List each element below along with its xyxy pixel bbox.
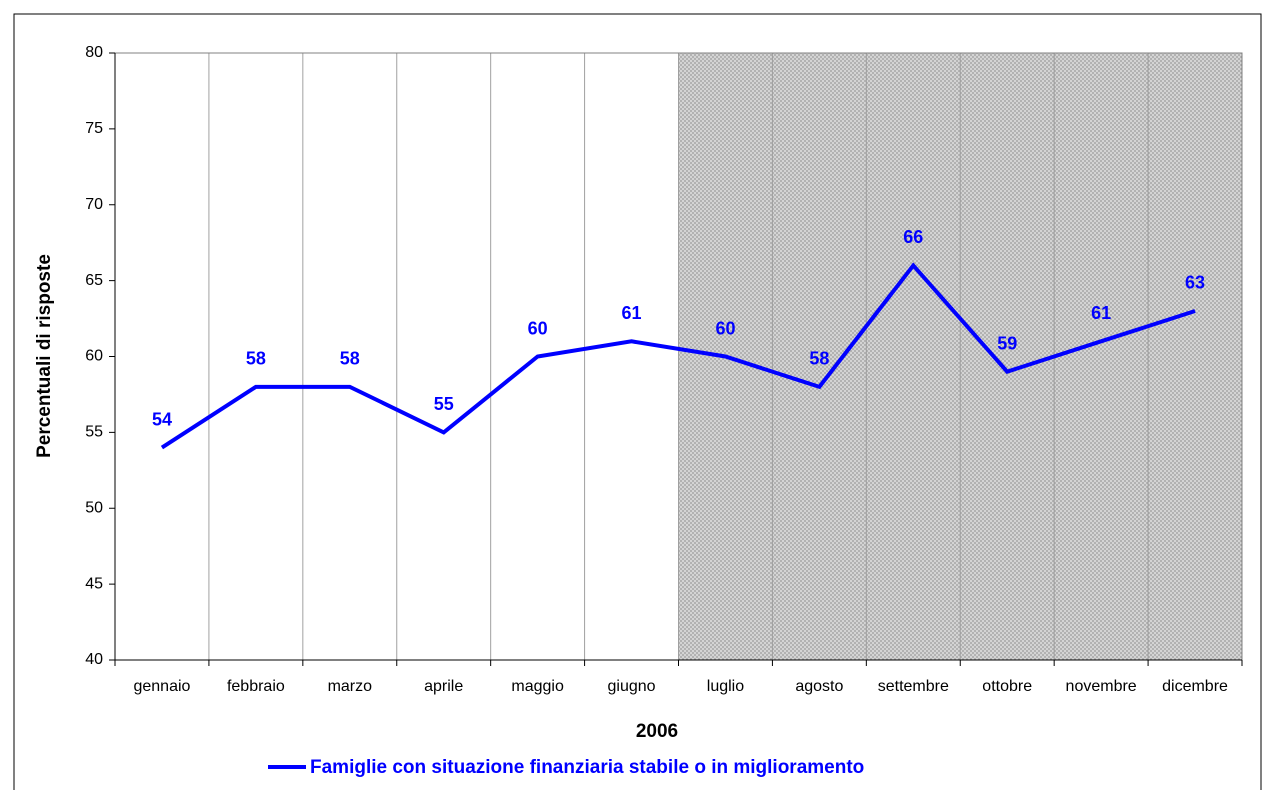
y-tick-label: 60 [85, 348, 103, 365]
data-label: 59 [997, 333, 1017, 353]
x-tick-label: marzo [328, 678, 373, 695]
data-label: 63 [1185, 273, 1205, 293]
y-tick-label: 80 [85, 44, 103, 61]
x-tick-label: agosto [795, 678, 843, 695]
x-tick-label: aprile [424, 678, 463, 695]
y-tick-label: 45 [85, 575, 103, 592]
data-label: 66 [903, 227, 923, 247]
data-label: 61 [1091, 303, 1111, 323]
y-tick-label: 50 [85, 499, 103, 516]
x-tick-label: ottobre [982, 678, 1032, 695]
x-tick-label: maggio [511, 678, 564, 695]
x-tick-label: dicembre [1162, 678, 1228, 695]
y-tick-label: 75 [85, 120, 103, 137]
x-tick-label: giugno [608, 678, 656, 695]
y-tick-label: 70 [85, 196, 103, 213]
data-label: 58 [340, 349, 360, 369]
x-axis-label: 2006 [636, 721, 678, 742]
x-tick-label: settembre [878, 678, 949, 695]
data-label: 60 [528, 318, 548, 338]
x-tick-label: novembre [1066, 678, 1137, 695]
data-label: 58 [809, 349, 829, 369]
data-label: 58 [246, 349, 266, 369]
y-tick-label: 40 [85, 651, 103, 668]
chart-border [13, 13, 1262, 790]
data-label: 54 [152, 409, 172, 429]
x-tick-label: gennaio [133, 678, 190, 695]
y-tick-label: 55 [85, 424, 103, 441]
x-tick-label: febbraio [227, 678, 285, 695]
legend-label: Famiglie con situazione finanziaria stab… [310, 757, 864, 778]
data-label: 60 [715, 318, 735, 338]
x-tick-label: luglio [707, 678, 744, 695]
data-label: 55 [434, 394, 454, 414]
data-label: 61 [622, 303, 642, 323]
data-line [160, 262, 1196, 450]
y-axis-label: Percentuali di risposte [34, 254, 55, 458]
y-tick-label: 65 [85, 272, 103, 289]
